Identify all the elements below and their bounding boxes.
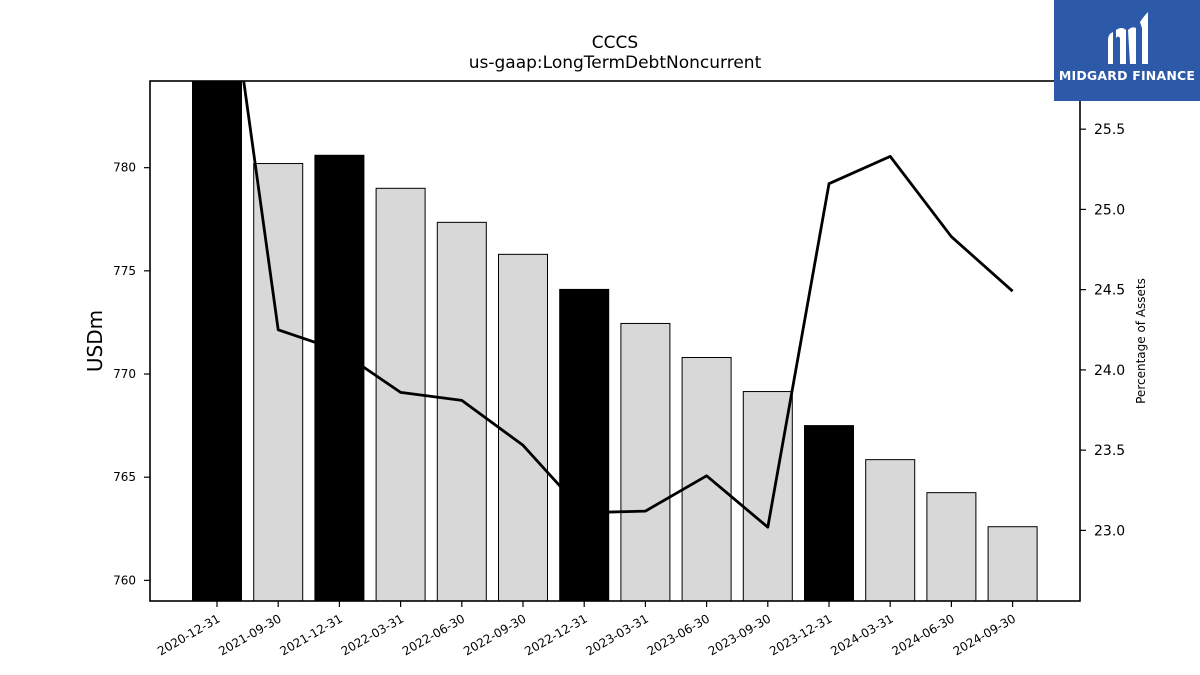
y-right-tick-label: 25.5 [1094, 122, 1125, 138]
bar-2024-03-31 [865, 459, 916, 601]
y-axis-left: 760 765 770 775 780 [113, 161, 150, 587]
x-axis: 2020-12-312021-09-302021-12-312022-03-31… [155, 601, 1018, 658]
y-tick-label: 770 [113, 367, 136, 381]
y-right-tick-label: 25.0 [1094, 202, 1125, 218]
line-series [242, 81, 1014, 529]
x-tick-label: 2023-09-30 [706, 611, 773, 658]
bar-2024-09-30 [987, 526, 1038, 601]
bar-2024-06-30 [926, 492, 977, 601]
y-tick-label: 760 [113, 573, 136, 587]
bar-2022-09-30 [498, 253, 548, 601]
chart-title: CCCS [592, 33, 638, 53]
chart-subtitle: us-gaap:LongTermDebtNoncurrent [469, 53, 762, 73]
plot-frame [149, 80, 1081, 602]
x-tick-label: 2020-12-31 [155, 611, 222, 658]
logo-mark-icon [1108, 12, 1148, 64]
x-tick-label: 2023-12-31 [767, 611, 834, 658]
bar-2023-06-30 [681, 357, 732, 601]
y-axis-label-left: USDm [83, 310, 107, 372]
x-tick-label: 2024-06-30 [889, 611, 956, 658]
bar-2022-12-31 [559, 288, 610, 601]
x-tick-label: 2022-09-30 [461, 611, 528, 658]
bar-2021-12-31 [314, 154, 365, 601]
bar-2023-03-31 [620, 322, 671, 601]
y-right-tick-label: 24.0 [1094, 363, 1125, 379]
bar-2023-12-31 [804, 425, 854, 601]
x-tick-label: 2021-09-30 [216, 611, 283, 658]
bar-group [192, 81, 1038, 601]
y-axis-right: 23.0 23.5 24.0 24.5 25.0 25.5 [1080, 122, 1125, 539]
y-right-tick-label: 23.0 [1094, 523, 1125, 539]
x-tick-label: 2023-03-31 [583, 611, 650, 658]
x-tick-label: 2024-03-31 [828, 611, 895, 658]
x-tick-label: 2021-12-31 [277, 611, 344, 658]
y-tick-label: 780 [113, 161, 136, 175]
y-tick-label: 765 [113, 470, 136, 484]
bar-2023-09-30 [742, 391, 793, 601]
logo: MIDGARD FINANCE [1054, 0, 1200, 101]
logo-text: MIDGARD FINANCE [1058, 68, 1196, 83]
bar-2020-12-31 [192, 81, 242, 601]
x-tick-label: 2023-06-30 [645, 611, 712, 658]
x-tick-label: 2022-06-30 [400, 611, 467, 658]
bar-2021-09-30 [253, 163, 304, 601]
y-right-tick-label: 23.5 [1094, 443, 1125, 459]
y-axis-label-right: Percentage of Assets [1134, 278, 1148, 404]
x-tick-label: 2022-12-31 [522, 611, 589, 658]
y-tick-label: 775 [113, 264, 136, 278]
y-right-tick-label: 24.5 [1094, 283, 1125, 299]
x-tick-label: 2022-03-31 [339, 611, 406, 658]
x-tick-label: 2024-09-30 [951, 611, 1018, 658]
line-series-group [242, 81, 1014, 529]
